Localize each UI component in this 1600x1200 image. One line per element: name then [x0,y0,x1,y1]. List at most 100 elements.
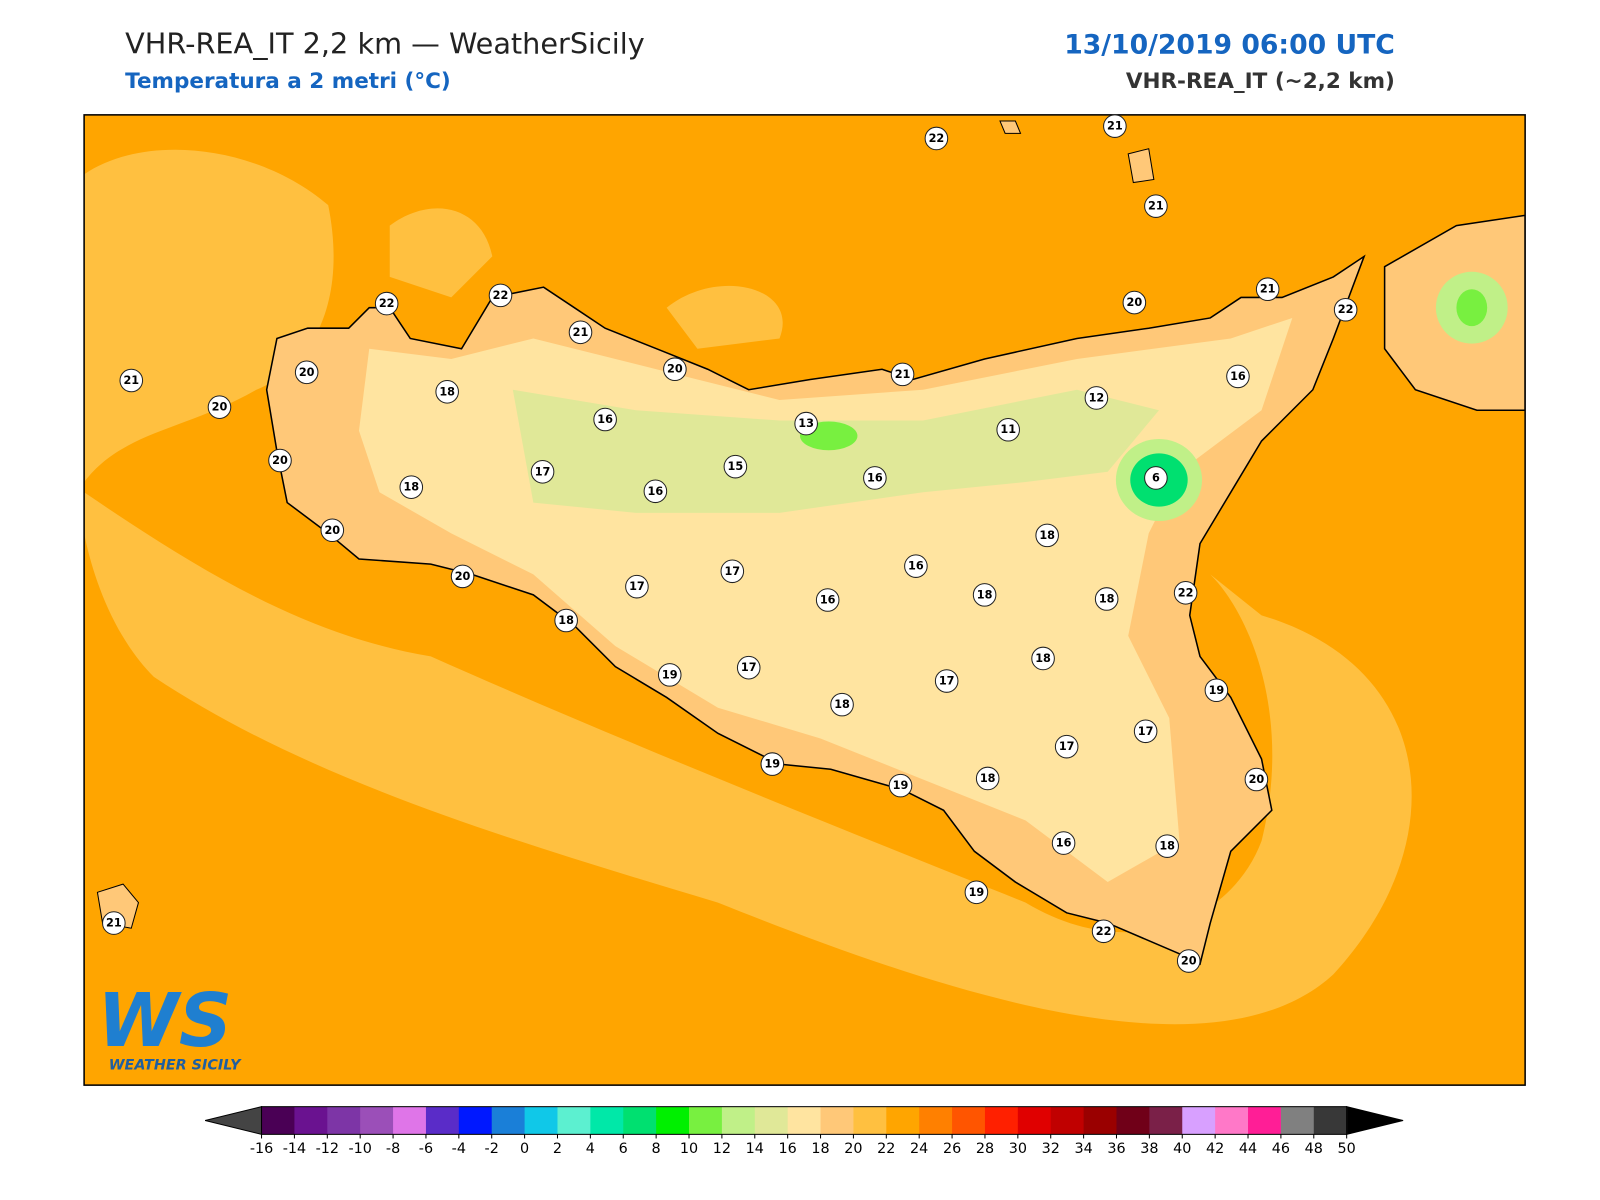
station-marker [488,283,513,308]
station-marker [723,454,748,479]
station-marker [1122,290,1147,315]
colorbar-over [1346,1106,1404,1136]
station-marker [268,448,292,473]
island [96,120,1155,929]
colorbar-tick-label: -12 [316,1141,339,1157]
colorbar-swatch [360,1106,394,1135]
station-marker [760,752,785,776]
station-marker [1173,581,1198,605]
station-marker [657,663,682,687]
warm-sea [84,492,1412,1025]
colorbar-tick-label: -4 [452,1141,466,1157]
station-marker [1204,678,1229,703]
colorbar-tick-label: 10 [680,1141,698,1157]
colorbar-swatch [524,1106,558,1135]
station-value: 20 [272,454,288,467]
colorbar-under [205,1106,263,1136]
colorbar-swatch [1215,1106,1249,1135]
station-marker [554,608,578,633]
colorbar-tick-label: 12 [713,1141,731,1157]
colorbar-tick-label: 22 [877,1141,895,1157]
colorbar-swatch [393,1106,427,1135]
station-value: 18 [980,772,996,785]
station-value: 17 [629,580,645,593]
station-marker [863,466,887,490]
station-marker [1226,364,1250,389]
station-marker [815,588,840,612]
colorbar-tick-label: -8 [386,1141,400,1157]
station-value: 18 [558,614,574,627]
station-value: 20 [299,366,315,379]
station-marker [399,475,424,499]
warm-sea [84,149,334,483]
colorbar-swatch [787,1106,822,1135]
station-value: 18 [439,385,455,398]
station-value: 20 [324,524,340,537]
station-marker [435,380,459,404]
station-value: 21 [1148,200,1164,213]
station-value: 17 [741,661,757,674]
colorbar-tick-label: -10 [348,1141,371,1157]
station-marker [593,407,617,432]
station-value: 22 [379,297,395,310]
station-value: 21 [895,368,911,381]
station-value: 20 [1249,773,1265,786]
cool-area [512,389,1159,513]
station-value: 21 [1107,120,1123,133]
station-value: 6 [1152,471,1160,484]
station-value: 18 [403,481,419,494]
colorbar-tick-label: 38 [1140,1141,1158,1157]
station-value: 15 [728,460,744,473]
colorbar-tick-label: 34 [1074,1141,1092,1157]
station-value: 20 [1181,955,1197,968]
station-marker [374,291,399,316]
station-value: 19 [893,779,909,792]
colorbar-tick-label: -14 [283,1141,306,1157]
title: VHR-REA_IT 2,2 km — WeatherSicily [125,26,645,60]
colorbar-swatch [425,1106,460,1135]
station-marker [450,564,475,589]
station-marker [663,357,687,382]
station-marker [972,583,997,607]
station-marker [1031,646,1055,671]
model: VHR-REA_IT (~2,2 km) [1126,69,1395,94]
colorbar-swatch [1182,1106,1216,1135]
station-value: 19 [662,668,678,681]
station-marker [888,773,913,798]
colorbar-swatch [623,1106,657,1135]
colorbar-swatch [820,1106,854,1135]
colorbar-tick-label: 36 [1107,1141,1125,1157]
colorbar-tick-label: 18 [811,1141,829,1157]
colorbar-tick-label: 46 [1272,1141,1290,1157]
station-value: 13 [798,417,814,430]
colorbar-frame [261,1106,1348,1135]
colorbar-swatch [1149,1106,1183,1135]
datetime: 13/10/2019 06:00 UTC [1064,29,1395,60]
logo-name: WEATHER SICILY [109,1058,242,1074]
station-marker [1144,466,1168,490]
cold-spot [1456,289,1488,327]
colorbar-swatch [590,1106,624,1135]
colorbar-swatch [1116,1106,1150,1135]
station-marker [720,559,745,584]
colorbar-tick-label: -16 [250,1141,273,1157]
station-value: 19 [1209,684,1225,697]
station-value: 18 [1099,592,1115,605]
station-value: 22 [493,289,509,302]
colorbar-swatch [656,1106,690,1135]
station-marker [996,417,1020,442]
station-value: 16 [867,471,883,484]
station-value: 16 [908,560,924,573]
station-marker [890,362,915,387]
colorbar-swatch [1050,1106,1085,1135]
station-value: 20 [667,363,683,376]
station-marker [320,518,345,543]
station-value: 16 [1230,370,1246,383]
station-value: 22 [1096,925,1112,938]
colorbar-swatch [721,1106,756,1135]
colorbar-tick-label: 4 [586,1141,595,1157]
station-marker [1035,523,1059,548]
colorbar-swatch [458,1106,493,1135]
station-marker [1084,386,1109,410]
